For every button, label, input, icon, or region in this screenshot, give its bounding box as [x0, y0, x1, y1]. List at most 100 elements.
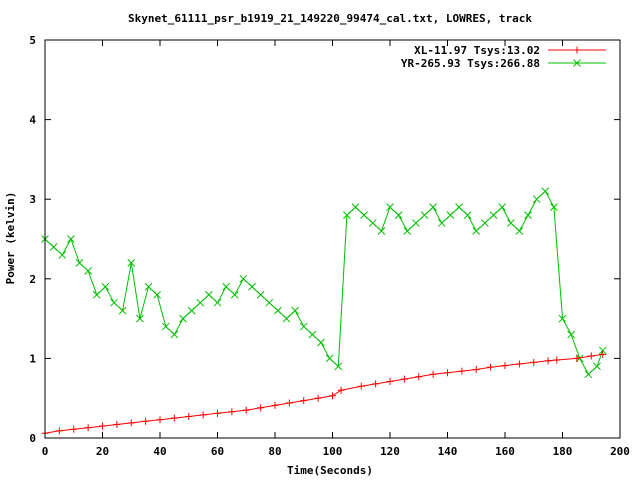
data-point [58, 251, 67, 259]
data-point [144, 282, 153, 291]
marker-d2 [127, 259, 136, 267]
data-point [142, 417, 150, 425]
data-point [101, 282, 110, 291]
data-point [541, 187, 550, 196]
data-point [55, 427, 63, 435]
marker-d2 [532, 195, 541, 204]
marker-d2 [282, 314, 291, 323]
y-tick-label: 3 [29, 193, 36, 206]
x-tick-label: 200 [610, 445, 630, 458]
data-point [368, 219, 377, 227]
marker-d2 [598, 346, 607, 355]
marker-d2 [179, 314, 187, 323]
data-point [314, 394, 322, 402]
data-point [544, 357, 552, 365]
marker-d2 [573, 59, 581, 67]
marker-d2 [213, 298, 222, 307]
series-line [44, 190, 604, 376]
marker-d2 [506, 219, 515, 227]
data-point [84, 424, 92, 432]
marker-d2 [567, 330, 575, 339]
data-point [222, 282, 230, 291]
data-point [214, 409, 221, 417]
data-point [360, 211, 368, 219]
marker-d2 [368, 219, 377, 227]
marker-d2 [334, 362, 343, 371]
data-point [317, 338, 325, 347]
data-point [515, 360, 523, 368]
marker-d2 [101, 282, 110, 291]
data-point [532, 195, 541, 204]
marker-d2 [118, 306, 127, 315]
y-tick-label: 5 [29, 34, 36, 47]
x-tick-label: 180 [553, 445, 573, 458]
data-point [127, 419, 135, 427]
data-point [110, 298, 118, 307]
data-point [463, 211, 472, 219]
data-point [300, 397, 308, 405]
data-point [205, 290, 213, 299]
x-tick-label: 160 [495, 445, 515, 458]
data-point [599, 350, 607, 358]
y-tick-label: 2 [29, 273, 36, 286]
marker-d2 [584, 370, 593, 379]
data-point [593, 362, 601, 371]
data-point [515, 227, 524, 235]
marker-d2 [550, 203, 558, 212]
plot-area [41, 187, 607, 437]
data-point [567, 330, 575, 339]
marker-d2 [274, 306, 282, 315]
data-point [228, 408, 236, 416]
data-point [506, 219, 515, 227]
data-point [256, 290, 265, 299]
data-point [334, 362, 343, 371]
marker-d2 [386, 203, 394, 212]
marker-d2 [515, 227, 524, 235]
data-point [498, 203, 506, 212]
data-point [99, 422, 106, 430]
data-point [584, 370, 593, 379]
data-point [299, 322, 308, 331]
marker-d2 [455, 203, 463, 212]
data-point [230, 290, 239, 299]
marker-d2 [299, 322, 308, 331]
data-point [472, 366, 480, 374]
x-tick-label: 20 [96, 445, 109, 458]
data-point [291, 306, 299, 315]
marker-d2 [394, 211, 403, 219]
marker-d2 [110, 298, 118, 307]
data-point [598, 346, 607, 355]
data-point [170, 330, 179, 339]
series-line [44, 353, 603, 434]
data-point [386, 377, 394, 385]
marker-d2 [481, 219, 489, 227]
marker-d2 [325, 354, 334, 363]
data-point [458, 367, 466, 375]
data-point [501, 362, 509, 370]
axis-ticks: 0 20 40 60 80 100 120 140 160 180 200 0 1 2 3 4 5 [29, 34, 630, 458]
data-point [161, 322, 170, 331]
marker-d2 [161, 322, 170, 331]
data-point [329, 392, 336, 400]
marker-d2 [429, 203, 437, 212]
marker-d2 [437, 219, 446, 227]
marker-d2 [265, 298, 274, 307]
data-point [386, 203, 394, 212]
data-point [420, 211, 429, 219]
data-point [489, 211, 498, 219]
marker-d2 [498, 203, 506, 212]
marker-d2 [291, 306, 299, 315]
data-point [429, 370, 437, 378]
legend-marker [573, 59, 581, 67]
data-point [75, 259, 84, 267]
marker-d2 [351, 203, 360, 212]
data-point [127, 259, 136, 267]
data-point [239, 274, 248, 283]
y-axis-label: Power (kelvin) [4, 192, 17, 285]
x-tick-label: 40 [153, 445, 166, 458]
data-point [199, 411, 207, 419]
x-tick-label: 140 [438, 445, 458, 458]
data-point [196, 298, 205, 307]
marker-d2 [317, 338, 325, 347]
